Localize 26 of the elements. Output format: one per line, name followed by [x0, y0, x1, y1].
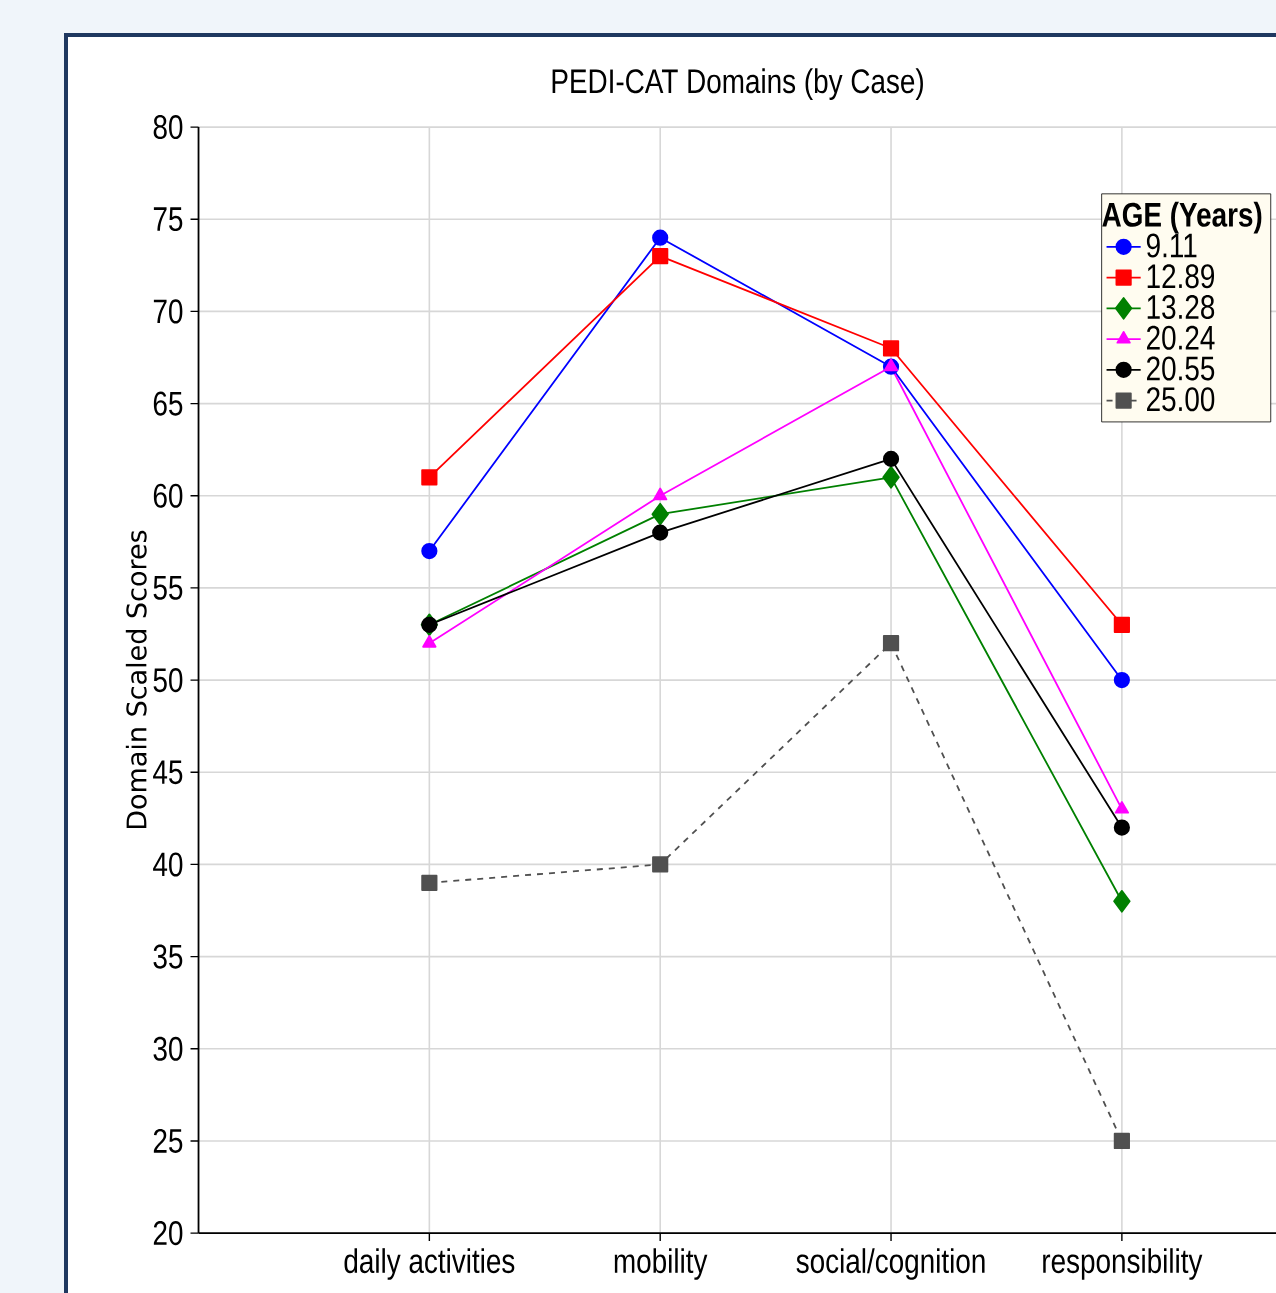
y-tick-label: 65: [153, 391, 183, 416]
legend-title: AGE (Years): [1102, 201, 1262, 234]
x-tick-label: responsibility: [1043, 1248, 1203, 1280]
y-tick-label: 20: [153, 1221, 183, 1246]
legend-label: 25.00: [1147, 387, 1215, 412]
y-axis-title: Domain Scaled Scores: [125, 530, 147, 829]
y-tick-label: 80: [153, 115, 183, 140]
y-tick-label: 55: [153, 576, 183, 600]
legend-label: 12.89: [1147, 264, 1215, 289]
x-tick-label: daily activities: [344, 1248, 515, 1280]
x-tick-label: mobility: [614, 1248, 708, 1280]
y-tick-label: 35: [153, 944, 183, 969]
x-tick-label: social/cognition: [796, 1248, 985, 1280]
y-tick-label: 25: [153, 1128, 183, 1153]
y-tick-label: 40: [153, 852, 183, 877]
legend-label: 13.28: [1147, 294, 1215, 320]
legend-label: 20.24: [1147, 325, 1215, 350]
y-tick-label: 50: [153, 668, 183, 693]
y-tick-label: 60: [153, 483, 183, 508]
y-tick-label: 70: [153, 299, 183, 324]
legend-label: 9.11: [1146, 233, 1197, 258]
y-tick-label: 45: [153, 760, 183, 785]
legend-label: 20.55: [1147, 356, 1215, 381]
y-tick-label: 75: [153, 207, 183, 232]
chart-title: PEDI-CAT Domains (by Case): [552, 68, 923, 101]
y-tick-label: 30: [153, 1036, 183, 1061]
